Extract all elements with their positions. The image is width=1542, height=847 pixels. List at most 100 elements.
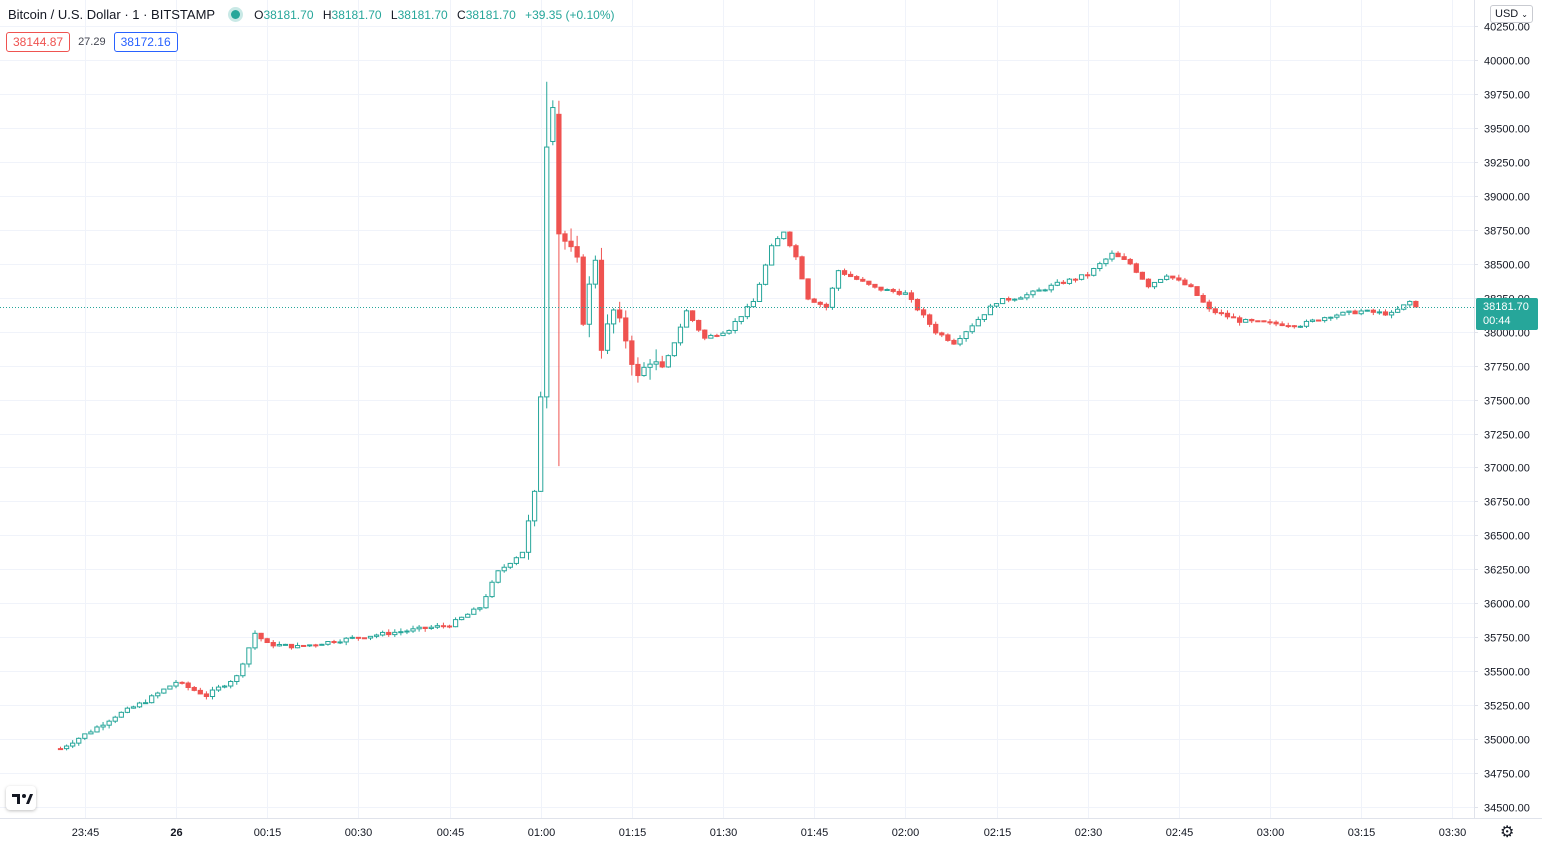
candle-body bbox=[410, 628, 416, 632]
candle-body bbox=[495, 570, 501, 583]
price-tick-label: 40000.00 bbox=[1484, 56, 1530, 68]
candle bbox=[726, 329, 732, 335]
price-tick-label: 38500.00 bbox=[1484, 260, 1530, 272]
tradingview-logo-icon[interactable] bbox=[6, 786, 36, 810]
candle bbox=[1091, 267, 1097, 277]
candle-body bbox=[775, 238, 781, 247]
candle bbox=[1285, 322, 1291, 328]
candle-body bbox=[592, 259, 598, 285]
candle bbox=[696, 319, 702, 332]
candle-body bbox=[404, 630, 410, 633]
candle bbox=[1048, 283, 1054, 293]
candle-body bbox=[683, 310, 690, 328]
candle-body bbox=[398, 631, 404, 634]
candle bbox=[440, 622, 447, 629]
candle bbox=[665, 354, 671, 368]
candle-body bbox=[325, 641, 331, 645]
candle bbox=[325, 641, 331, 646]
candle-body bbox=[1388, 311, 1395, 316]
candle bbox=[538, 391, 544, 492]
candle-body bbox=[459, 616, 465, 621]
candle-body bbox=[538, 396, 544, 492]
candle bbox=[939, 331, 945, 338]
candle bbox=[623, 310, 629, 349]
candle-body bbox=[507, 562, 513, 568]
candle-body bbox=[872, 283, 878, 288]
candle-body bbox=[57, 748, 64, 751]
price-tick-label: 36000.00 bbox=[1484, 599, 1530, 611]
candle bbox=[82, 733, 88, 741]
candle bbox=[1255, 320, 1261, 323]
price-axis[interactable]: 34500.00 34750.00 35000.00 35250.00 35500.00… bbox=[1474, 0, 1542, 847]
candle bbox=[240, 662, 246, 678]
candle-body bbox=[416, 626, 422, 630]
candle-body bbox=[860, 278, 866, 282]
candle bbox=[489, 580, 495, 598]
candle-body bbox=[969, 325, 975, 333]
candle-body bbox=[890, 288, 896, 292]
candle bbox=[860, 276, 866, 282]
candle bbox=[781, 231, 787, 240]
candle-body bbox=[1182, 279, 1188, 286]
candle-body bbox=[1236, 317, 1243, 323]
candle bbox=[106, 719, 112, 729]
candle-body bbox=[866, 280, 872, 285]
candle bbox=[617, 301, 623, 323]
symbol-title[interactable]: Bitcoin / U.S. Dollar · 1 · BITSTAMP bbox=[8, 7, 216, 22]
candle-body bbox=[1370, 309, 1376, 313]
candle-body bbox=[544, 146, 550, 398]
candle bbox=[641, 362, 647, 377]
candle bbox=[215, 684, 222, 692]
candle bbox=[294, 642, 301, 649]
candle bbox=[544, 81, 550, 409]
candle bbox=[629, 335, 635, 376]
candle-body bbox=[781, 231, 787, 240]
price-tick-label: 38750.00 bbox=[1484, 226, 1530, 238]
candle bbox=[112, 715, 118, 724]
candle-body bbox=[246, 647, 252, 665]
price-tick-label: 36500.00 bbox=[1484, 531, 1530, 543]
candle bbox=[507, 562, 513, 569]
candle bbox=[1224, 310, 1231, 320]
candle-body bbox=[465, 613, 471, 618]
candle bbox=[319, 643, 325, 646]
candle bbox=[1127, 257, 1133, 266]
candle-body bbox=[750, 300, 757, 308]
gear-icon[interactable]: ⚙ bbox=[1500, 824, 1515, 841]
candle bbox=[635, 357, 641, 383]
candle-body bbox=[185, 682, 191, 688]
currency-select[interactable]: USD ⌄ bbox=[1490, 5, 1533, 23]
candle bbox=[367, 635, 374, 641]
candle-body bbox=[1340, 311, 1346, 316]
candle-body bbox=[1358, 310, 1364, 315]
candle-body bbox=[1042, 289, 1048, 292]
price-tick-label: 37500.00 bbox=[1484, 396, 1530, 408]
candle bbox=[1072, 278, 1079, 283]
candle-body bbox=[1145, 278, 1152, 288]
candle-body bbox=[975, 318, 981, 327]
candle bbox=[866, 280, 872, 286]
candle-body bbox=[221, 685, 228, 688]
candle bbox=[173, 680, 179, 689]
currency-label: USD bbox=[1495, 8, 1519, 20]
symbol-legend: Bitcoin / U.S. Dollar · 1 · BITSTAMP O38… bbox=[8, 7, 615, 22]
candle-body bbox=[215, 686, 222, 691]
candle-body bbox=[294, 644, 301, 649]
candle bbox=[738, 316, 744, 325]
candle-body bbox=[787, 231, 793, 247]
candle-body bbox=[598, 259, 605, 351]
candle-body bbox=[933, 323, 939, 334]
time-axis[interactable]: 23:45 26 00:15 00:30 00:45 01:00 01:15 01:30 01:… bbox=[0, 818, 1542, 840]
candle bbox=[562, 230, 568, 250]
buy-price-button[interactable]: 38172.16 bbox=[113, 32, 178, 52]
candle bbox=[1157, 278, 1164, 283]
candle-body bbox=[1085, 274, 1091, 277]
candle bbox=[829, 286, 836, 310]
candle bbox=[197, 687, 203, 695]
chevron-down-icon: ⌄ bbox=[1521, 10, 1528, 19]
candle bbox=[1249, 318, 1255, 324]
candle bbox=[1267, 319, 1273, 325]
sell-price-button[interactable]: 38144.87 bbox=[6, 32, 71, 52]
candle bbox=[1024, 292, 1030, 301]
